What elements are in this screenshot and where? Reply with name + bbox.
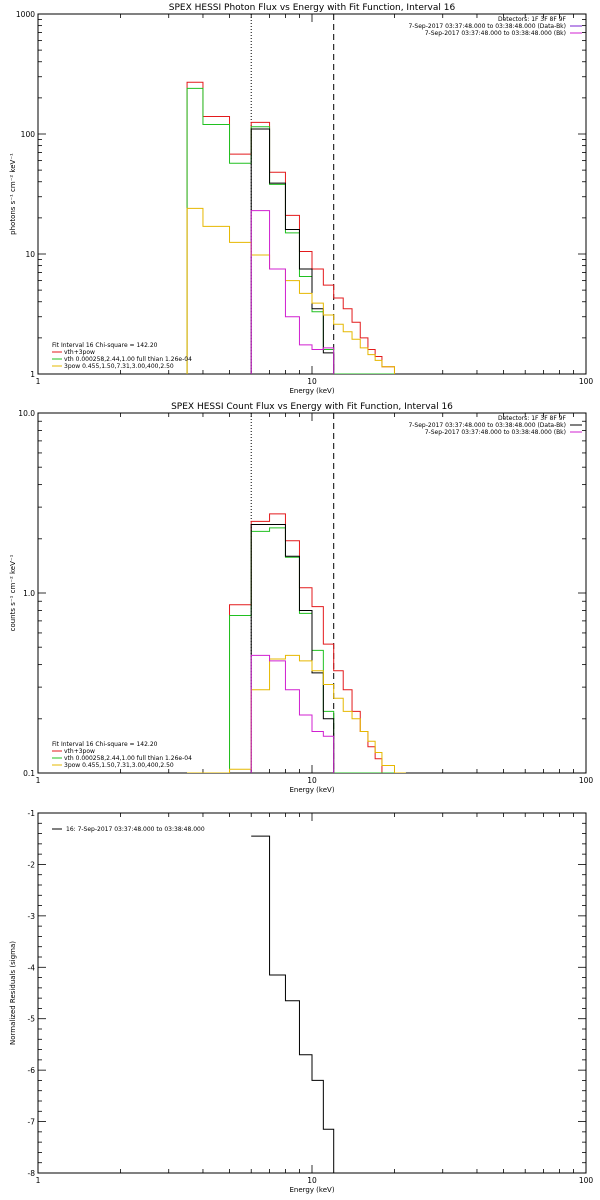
series-4-histogram (187, 654, 406, 773)
legend-bottom-entry: Fit Interval 16 Chi-square = 142.20 (52, 741, 158, 748)
legend-bottom-entry: 3pow 0.455,1.50,7.31,3.00,400,2.50 (64, 363, 174, 370)
y-tick-label: 10.0 (18, 409, 35, 418)
y-tick-label: 1 (30, 370, 35, 379)
y-tick-label: 1.0 (23, 589, 35, 598)
x-axis-label: Energy (keV) (289, 786, 334, 794)
y-tick-label: -5 (28, 1015, 36, 1024)
y-tick-label: 0.1 (23, 769, 35, 778)
series-4-histogram (186, 207, 395, 374)
chart-panel-1: SPEX HESSI Photon Flux vs Energy with Fi… (9, 3, 593, 395)
y-tick-label: -6 (28, 1066, 36, 1075)
y-tick-label: -2 (28, 860, 36, 869)
series-1-histogram (187, 513, 406, 773)
legend-top-entry: 7-Sep-2017 03:37:48.000 to 03:38:48.000 … (408, 422, 566, 429)
legend-top-entry: 7-Sep-2017 03:37:48.000 to 03:38:48.000 … (408, 23, 566, 30)
legend-top-entry: Detectors: 1F 3F 8F 9F (498, 16, 567, 23)
y-tick-label: 10 (25, 250, 35, 259)
x-tick-label: 100 (579, 377, 594, 386)
series-3-histogram (250, 524, 335, 773)
legend-top-entry: 7-Sep-2017 03:37:48.000 to 03:38:48.000 … (425, 429, 566, 436)
legend-bottom-entry: 3pow 0.455,1.50,7.31,3.00,400,2.50 (64, 762, 174, 769)
x-tick-label: 1 (36, 776, 41, 785)
x-tick-label: 1 (36, 377, 41, 386)
legend-bottom-entry: vth+3pow (64, 748, 95, 755)
plot-frame (37, 812, 587, 1174)
y-tick-label: -1 (28, 809, 36, 818)
legend-bottom-entry: vth 0.000258,2.44,1.00 full thian 1.26e-… (64, 755, 192, 762)
series-5-histogram (250, 210, 335, 374)
y-axis-label: counts s⁻¹ cm⁻² keV⁻¹ (9, 554, 17, 631)
legend-bottom-entry: Fit Interval 16 Chi-square = 142.20 (52, 342, 158, 349)
plot-frame (37, 13, 587, 375)
x-axis-label: Energy (keV) (289, 1186, 334, 1194)
series-2-histogram (187, 527, 406, 773)
series-2-histogram (186, 87, 395, 374)
chart-panel-2: SPEX HESSI Count Flux vs Energy with Fit… (9, 402, 593, 794)
chart-panel-3: 1 10 100 Energy (keV) -1 -2 -3 -4 -5 -6 -7 -8 Normal… (9, 809, 593, 1194)
x-tick-label: 100 (579, 1176, 594, 1185)
legend-bottom-entry: vth+3pow (64, 349, 95, 356)
legend-top-left-entry: 16: 7-Sep-2017 03:37:48.000 to 03:38:48.… (66, 826, 205, 833)
y-tick-label: -3 (28, 912, 36, 921)
y-axis-label: Normalized Residuals (sigma) (9, 941, 17, 1045)
chart-title: SPEX HESSI Count Flux vs Energy with Fit… (171, 402, 453, 412)
y-tick-label: 100 (21, 130, 36, 139)
legend-bottom-entry: vth 0.000258,2.44,1.00 full thian 1.26e-… (64, 356, 192, 363)
x-tick-label: 1 (36, 1176, 41, 1185)
legend-top-entry: Detectors: 1F 3F 8F 9F (498, 415, 567, 422)
y-tick-label: -8 (28, 1169, 36, 1178)
chart-title: SPEX HESSI Photon Flux vs Energy with Fi… (169, 3, 456, 13)
series-5-histogram (250, 654, 335, 773)
series-1-histogram (251, 835, 335, 1173)
series-1-histogram (186, 81, 395, 374)
y-tick-label: -4 (28, 963, 36, 972)
x-axis-label: Energy (keV) (289, 387, 334, 395)
legend-top-entry: 7-Sep-2017 03:37:48.000 to 03:38:48.000 … (425, 30, 566, 37)
y-tick-label: -7 (28, 1118, 36, 1127)
x-tick-label: 10 (307, 776, 317, 785)
series-3-histogram (250, 128, 335, 374)
x-tick-label: 100 (579, 776, 594, 785)
y-axis-label: photons s⁻¹ cm⁻² keV⁻¹ (9, 153, 17, 235)
x-tick-label: 10 (307, 377, 317, 386)
y-tick-label: 1000 (16, 10, 35, 19)
x-tick-label: 10 (307, 1176, 317, 1185)
